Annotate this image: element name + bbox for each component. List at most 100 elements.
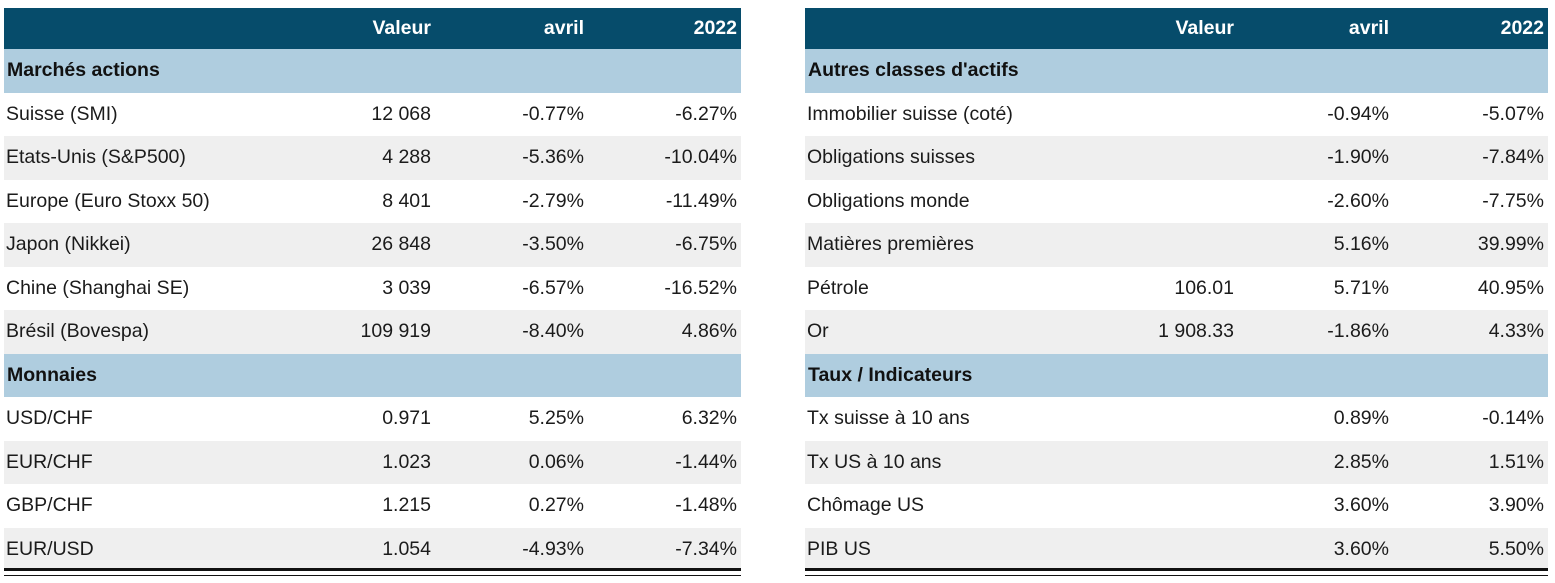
row-avril: 5.25%: [435, 397, 588, 441]
row-valeur: [1083, 92, 1238, 136]
table-row: Chômage US 3.60% 3.90%: [805, 484, 1548, 528]
row-2022: -5.07%: [1393, 92, 1548, 136]
table-row: GBP/CHF 1.215 0.27% -1.48%: [4, 484, 741, 528]
row-avril: 0.27%: [435, 484, 588, 528]
row-avril: -2.60%: [1238, 179, 1393, 223]
row-2022: 4.33%: [1393, 310, 1548, 354]
row-valeur: 8 401: [294, 179, 435, 223]
row-avril: 5.16%: [1238, 223, 1393, 267]
section-header-row: Monnaies: [4, 353, 741, 397]
row-2022: -6.27%: [588, 92, 741, 136]
row-2022: -6.75%: [588, 223, 741, 267]
table-header-row: Valeur avril 2022: [4, 8, 741, 49]
data-table-left: Valeur avril 2022 Marchés actions Suisse …: [4, 8, 741, 571]
row-avril: -0.94%: [1238, 92, 1393, 136]
row-avril: -1.86%: [1238, 310, 1393, 354]
section-title: Monnaies: [4, 353, 741, 397]
row-2022: -7.34%: [588, 527, 741, 571]
row-valeur: [1083, 179, 1238, 223]
table-row: Immobilier suisse (coté) -0.94% -5.07%: [805, 92, 1548, 136]
row-label: Pétrole: [805, 266, 1083, 310]
row-valeur: 1.215: [294, 484, 435, 528]
row-2022: -10.04%: [588, 136, 741, 180]
row-label: Etats-Unis (S&P500): [4, 136, 294, 180]
row-avril: -0.77%: [435, 92, 588, 136]
section-title: Taux / Indicateurs: [805, 353, 1548, 397]
row-valeur: 1.023: [294, 440, 435, 484]
table-row: Tx suisse à 10 ans 0.89% -0.14%: [805, 397, 1548, 441]
row-2022: -7.84%: [1393, 136, 1548, 180]
header-label: [4, 8, 294, 49]
row-2022: 40.95%: [1393, 266, 1548, 310]
row-label: USD/CHF: [4, 397, 294, 441]
section-header-row: Taux / Indicateurs: [805, 353, 1548, 397]
row-valeur: 4 288: [294, 136, 435, 180]
row-label: EUR/CHF: [4, 440, 294, 484]
table-row: Etats-Unis (S&P500) 4 288 -5.36% -10.04%: [4, 136, 741, 180]
row-2022: -16.52%: [588, 266, 741, 310]
row-label: EUR/USD: [4, 527, 294, 571]
row-avril: 3.60%: [1238, 484, 1393, 528]
bottom-rule-right-thin: [805, 575, 1548, 576]
row-avril: 5.71%: [1238, 266, 1393, 310]
row-avril: 3.60%: [1238, 527, 1393, 571]
section-header-row: Autres classes d'actifs: [805, 49, 1548, 93]
table-row: Pétrole 106.01 5.71% 40.95%: [805, 266, 1548, 310]
table-row: PIB US 3.60% 5.50%: [805, 527, 1548, 571]
row-valeur: 106.01: [1083, 266, 1238, 310]
bottom-rule-right: [805, 568, 1548, 571]
table-row: Obligations suisses -1.90% -7.84%: [805, 136, 1548, 180]
row-label: PIB US: [805, 527, 1083, 571]
header-valeur: Valeur: [294, 8, 435, 49]
table-row: Matières premières 5.16% 39.99%: [805, 223, 1548, 267]
row-valeur: 109 919: [294, 310, 435, 354]
row-label: Tx US à 10 ans: [805, 440, 1083, 484]
row-avril: -8.40%: [435, 310, 588, 354]
row-avril: 2.85%: [1238, 440, 1393, 484]
row-label: Brésil (Bovespa): [4, 310, 294, 354]
row-2022: -1.44%: [588, 440, 741, 484]
table-row: Obligations monde -2.60% -7.75%: [805, 179, 1548, 223]
header-2022: 2022: [588, 8, 741, 49]
row-valeur: 3 039: [294, 266, 435, 310]
row-label: Or: [805, 310, 1083, 354]
row-label: Europe (Euro Stoxx 50): [4, 179, 294, 223]
header-2022: 2022: [1393, 8, 1548, 49]
row-avril: -6.57%: [435, 266, 588, 310]
row-avril: -1.90%: [1238, 136, 1393, 180]
row-2022: -0.14%: [1393, 397, 1548, 441]
row-2022: 5.50%: [1393, 527, 1548, 571]
table-row: Europe (Euro Stoxx 50) 8 401 -2.79% -11.49%: [4, 179, 741, 223]
section-title: Marchés actions: [4, 49, 741, 93]
table-row: EUR/USD 1.054 -4.93% -7.34%: [4, 527, 741, 571]
row-label: Obligations monde: [805, 179, 1083, 223]
row-label: Chine (Shanghai SE): [4, 266, 294, 310]
row-2022: 6.32%: [588, 397, 741, 441]
row-avril: -3.50%: [435, 223, 588, 267]
table-row: USD/CHF 0.971 5.25% 6.32%: [4, 397, 741, 441]
data-table-right: Valeur avril 2022 Autres classes d'actif…: [805, 8, 1548, 571]
header-valeur: Valeur: [1083, 8, 1238, 49]
table-row: Tx US à 10 ans 2.85% 1.51%: [805, 440, 1548, 484]
row-valeur: 12 068: [294, 92, 435, 136]
row-valeur: 1.054: [294, 527, 435, 571]
row-label: Matières premières: [805, 223, 1083, 267]
table-row: Suisse (SMI) 12 068 -0.77% -6.27%: [4, 92, 741, 136]
row-label: Obligations suisses: [805, 136, 1083, 180]
row-label: Japon (Nikkei): [4, 223, 294, 267]
header-avril: avril: [1238, 8, 1393, 49]
row-avril: 0.06%: [435, 440, 588, 484]
row-valeur: 1 908.33: [1083, 310, 1238, 354]
row-valeur: 26 848: [294, 223, 435, 267]
row-2022: 3.90%: [1393, 484, 1548, 528]
table-header-row: Valeur avril 2022: [805, 8, 1548, 49]
row-label: Suisse (SMI): [4, 92, 294, 136]
row-label: GBP/CHF: [4, 484, 294, 528]
header-label: [805, 8, 1083, 49]
table-row: Chine (Shanghai SE) 3 039 -6.57% -16.52%: [4, 266, 741, 310]
row-avril: 0.89%: [1238, 397, 1393, 441]
table-row: EUR/CHF 1.023 0.06% -1.44%: [4, 440, 741, 484]
row-avril: -2.79%: [435, 179, 588, 223]
row-avril: -5.36%: [435, 136, 588, 180]
row-label: Immobilier suisse (coté): [805, 92, 1083, 136]
